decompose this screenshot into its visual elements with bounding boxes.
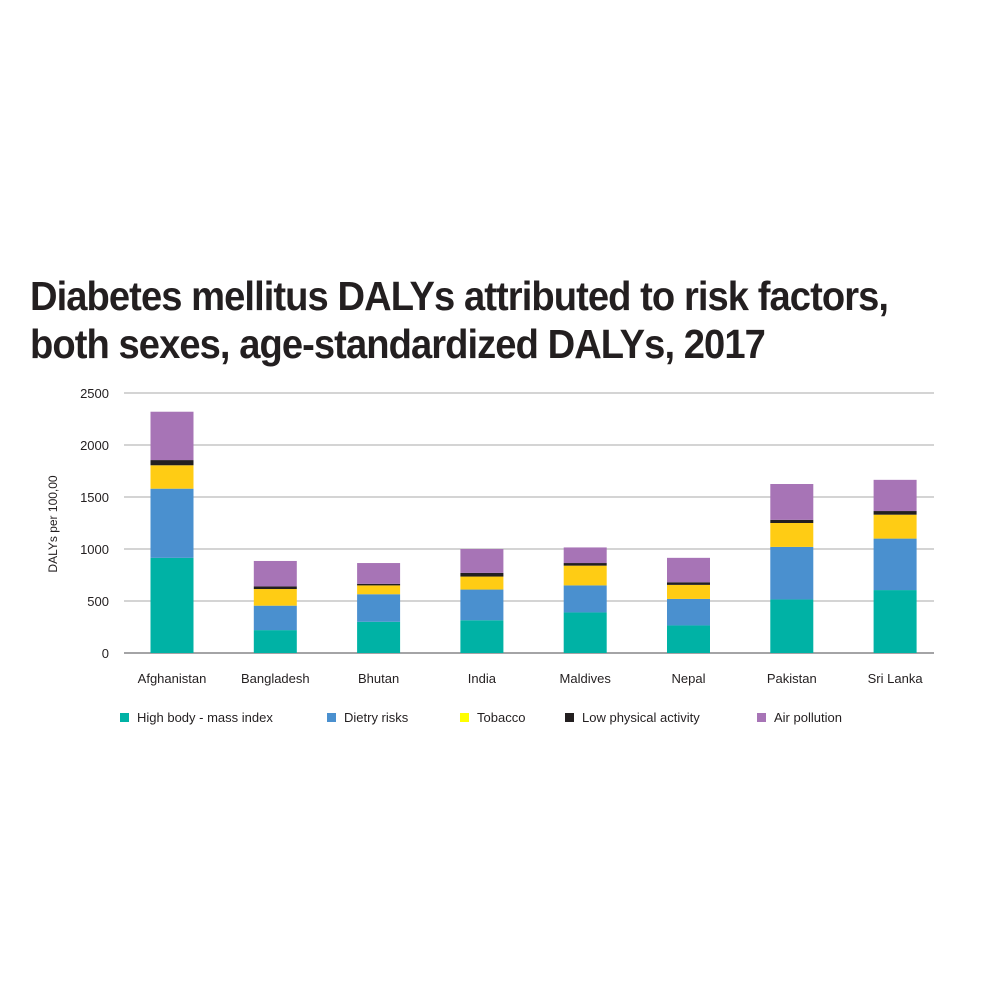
x-tick-label: Nepal — [672, 671, 706, 686]
bar-segment-low-physical-activity — [873, 511, 917, 515]
x-tick-label: Bangladesh — [241, 671, 310, 686]
bar-segment-dietry-risks — [253, 605, 297, 631]
bar-segment-air-pollution — [667, 557, 710, 583]
legend-swatch — [120, 713, 129, 722]
y-tick-label: 1000 — [80, 542, 109, 557]
bar-segment-low-physical-activity — [460, 572, 504, 577]
bar-segment-tobacco — [357, 585, 401, 595]
x-tick-label: India — [468, 671, 497, 686]
bar-segment-high-body-mass-index — [563, 612, 607, 653]
bar-segment-high-body-mass-index — [150, 557, 194, 653]
legend-swatch — [460, 713, 469, 722]
chart-title-line-1: Diabetes mellitus DALYs attributed to ri… — [30, 273, 889, 319]
bar-segment-air-pollution — [253, 560, 297, 587]
x-tick-label: Maldives — [560, 671, 612, 686]
bar-segment-air-pollution — [770, 484, 814, 520]
chart-title: Diabetes mellitus DALYs attributed to ri… — [30, 272, 923, 368]
legend-label: Low physical activity — [582, 710, 700, 725]
y-axis-ticks: 0 500 1000 1500 2000 2500 — [80, 386, 109, 661]
legend-item: Tobacco — [460, 710, 525, 725]
bar-segment-air-pollution — [460, 549, 504, 573]
y-tick-label: 500 — [87, 594, 109, 609]
bar-segment-low-physical-activity — [357, 583, 401, 586]
bar-segment-air-pollution — [563, 547, 607, 564]
bar-segment-dietry-risks — [873, 538, 917, 591]
bar-segment-low-physical-activity — [563, 563, 607, 566]
bar-segment-tobacco — [667, 584, 710, 599]
bar-segment-high-body-mass-index — [667, 625, 710, 653]
x-axis-ticks: Afghanistan Bangladesh Bhutan India Maldives… — [138, 671, 924, 686]
legend-swatch — [327, 713, 336, 722]
bar-segment-high-body-mass-index — [770, 599, 814, 653]
bar-segment-low-physical-activity — [667, 582, 710, 585]
legend-label: Air pollution — [774, 710, 842, 725]
bar-segment-dietry-risks — [460, 589, 504, 621]
y-tick-label: 1500 — [80, 490, 109, 505]
bar-segment-low-physical-activity — [770, 519, 814, 523]
bar-segment-air-pollution — [357, 563, 401, 584]
bar-segment-dietry-risks — [150, 488, 194, 558]
y-tick-label: 2500 — [80, 386, 109, 401]
bar-segment-dietry-risks — [563, 585, 607, 613]
legend: High body - mass index Dietry risks Tobacc… — [0, 708, 1000, 732]
chart-title-line-2: both sexes, age-standardized DALYs, 2017 — [30, 321, 766, 367]
bar-segment-dietry-risks — [667, 598, 710, 626]
bar-segment-dietry-risks — [357, 594, 401, 622]
legend-item: Air pollution — [757, 710, 842, 725]
legend-item: Low physical activity — [565, 710, 700, 725]
bar-segment-air-pollution — [873, 479, 917, 512]
bar-segment-dietry-risks — [770, 546, 814, 600]
bar-segment-high-body-mass-index — [460, 620, 504, 653]
bar-segment-low-physical-activity — [150, 460, 194, 466]
legend-item: High body - mass index — [120, 710, 273, 725]
bar-segment-tobacco — [563, 565, 607, 586]
bar-segment-tobacco — [460, 576, 504, 590]
legend-swatch — [565, 713, 574, 722]
bar-segment-high-body-mass-index — [357, 621, 401, 653]
x-tick-label: Bhutan — [358, 671, 399, 686]
bar-segment-tobacco — [253, 589, 297, 606]
bar-segment-tobacco — [873, 514, 917, 539]
bars — [150, 411, 917, 653]
legend-label: High body - mass index — [137, 710, 273, 725]
x-tick-label: Pakistan — [767, 671, 817, 686]
y-tick-label: 0 — [102, 646, 109, 661]
y-axis-label: DALYs per 100,00 — [46, 475, 60, 572]
bar-segment-air-pollution — [150, 411, 194, 461]
legend-swatch — [757, 713, 766, 722]
legend-label: Dietry risks — [344, 710, 409, 725]
y-tick-label: 2000 — [80, 438, 109, 453]
bar-segment-tobacco — [770, 523, 814, 547]
x-tick-label: Afghanistan — [138, 671, 207, 686]
bar-segment-low-physical-activity — [253, 586, 297, 590]
bar-segment-high-body-mass-index — [253, 630, 297, 653]
x-tick-label: Sri Lanka — [868, 671, 924, 686]
legend-label: Tobacco — [477, 710, 526, 725]
bar-segment-tobacco — [150, 465, 194, 489]
bar-segment-high-body-mass-index — [873, 590, 917, 653]
legend-item: Dietry risks — [327, 710, 408, 725]
